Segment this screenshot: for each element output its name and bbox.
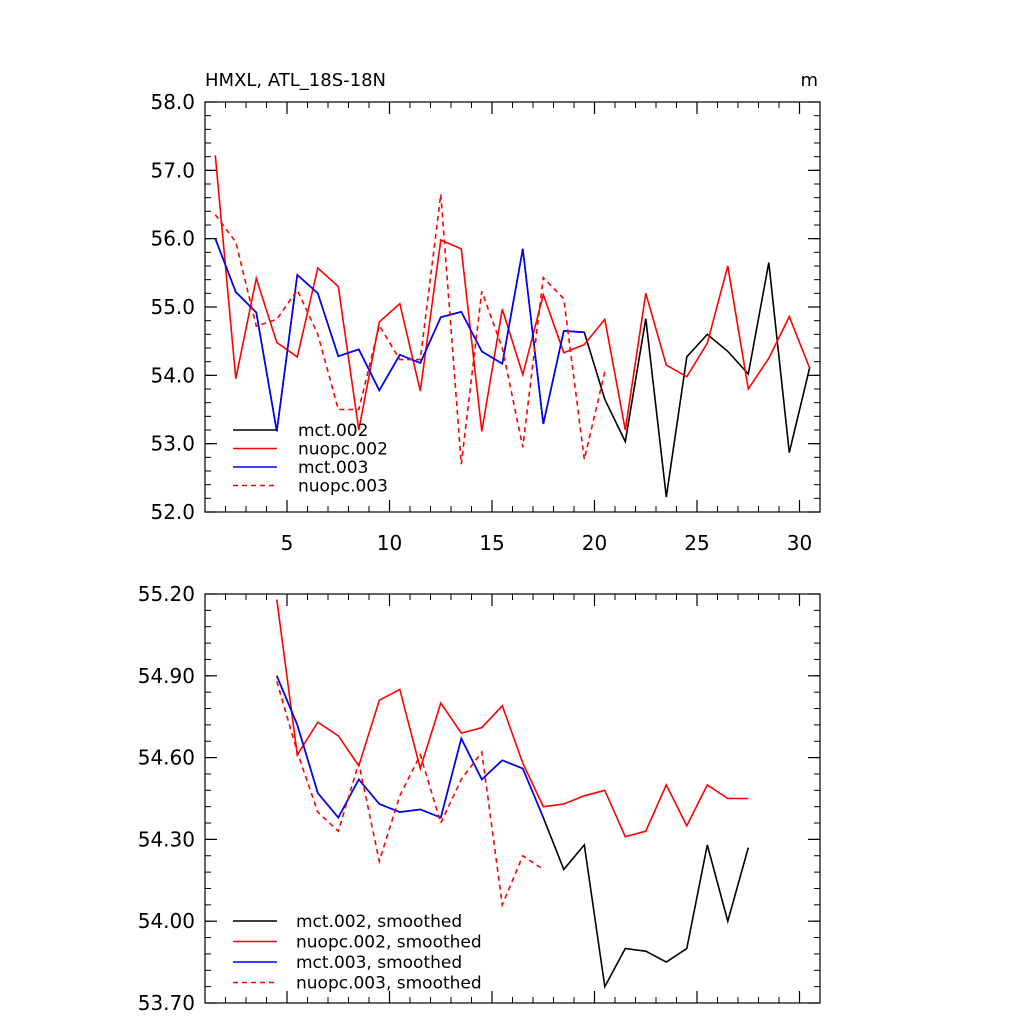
series-line bbox=[276, 675, 545, 820]
x-tick-label: 20 bbox=[582, 531, 607, 555]
series-line bbox=[276, 599, 749, 838]
legend-label: nuopc.003, smoothed bbox=[296, 974, 482, 994]
bottom-panel: 53.70 54.00 54.30 54.60 54.90 55.20 mct.002, s… bbox=[138, 582, 821, 1015]
legend-label: mct.002, smoothed bbox=[296, 912, 462, 932]
y-tick-label: 56.0 bbox=[150, 227, 195, 251]
units-label: m bbox=[800, 70, 818, 91]
y-tick-label: 54.00 bbox=[138, 909, 195, 933]
y-tick-label: 54.60 bbox=[138, 746, 195, 770]
legend-label: nuopc.002, smoothed bbox=[296, 933, 482, 953]
x-tick-label: 10 bbox=[377, 531, 402, 555]
y-tick-label: 55.0 bbox=[150, 295, 195, 319]
y-tick-label: 58.0 bbox=[150, 90, 195, 114]
top-panel: 52.0 53.0 54.0 55.0 56.0 57.0 58.0 5 10 15 20 25 30 m… bbox=[150, 90, 821, 555]
legend-label: mct.002 bbox=[298, 421, 368, 441]
y-tick-label: 54.90 bbox=[138, 664, 195, 688]
y-tick-label: 52.0 bbox=[150, 500, 195, 524]
series-line bbox=[276, 681, 544, 908]
chart-title: HMXL, ATL_18S-18N bbox=[205, 70, 386, 91]
legend-label: mct.003 bbox=[298, 458, 368, 478]
y-tick-label: 54.30 bbox=[138, 827, 195, 851]
x-tick-label: 30 bbox=[787, 531, 812, 555]
legend-label: nuopc.003 bbox=[298, 477, 388, 497]
y-tick-label: 53.0 bbox=[150, 432, 195, 456]
y-tick-label: 55.20 bbox=[138, 582, 195, 606]
legend-label: nuopc.002 bbox=[298, 440, 388, 460]
y-tick-label: 57.0 bbox=[150, 158, 195, 182]
series-line bbox=[214, 155, 811, 432]
y-tick-label: 53.70 bbox=[138, 991, 195, 1015]
series-line bbox=[214, 194, 606, 465]
legend-label: mct.003, smoothed bbox=[296, 953, 462, 973]
x-tick-label: 15 bbox=[479, 531, 504, 555]
x-tick-label: 5 bbox=[281, 531, 294, 555]
y-tick-label: 54.0 bbox=[150, 363, 195, 387]
series-line bbox=[214, 238, 585, 432]
x-tick-label: 25 bbox=[684, 531, 709, 555]
